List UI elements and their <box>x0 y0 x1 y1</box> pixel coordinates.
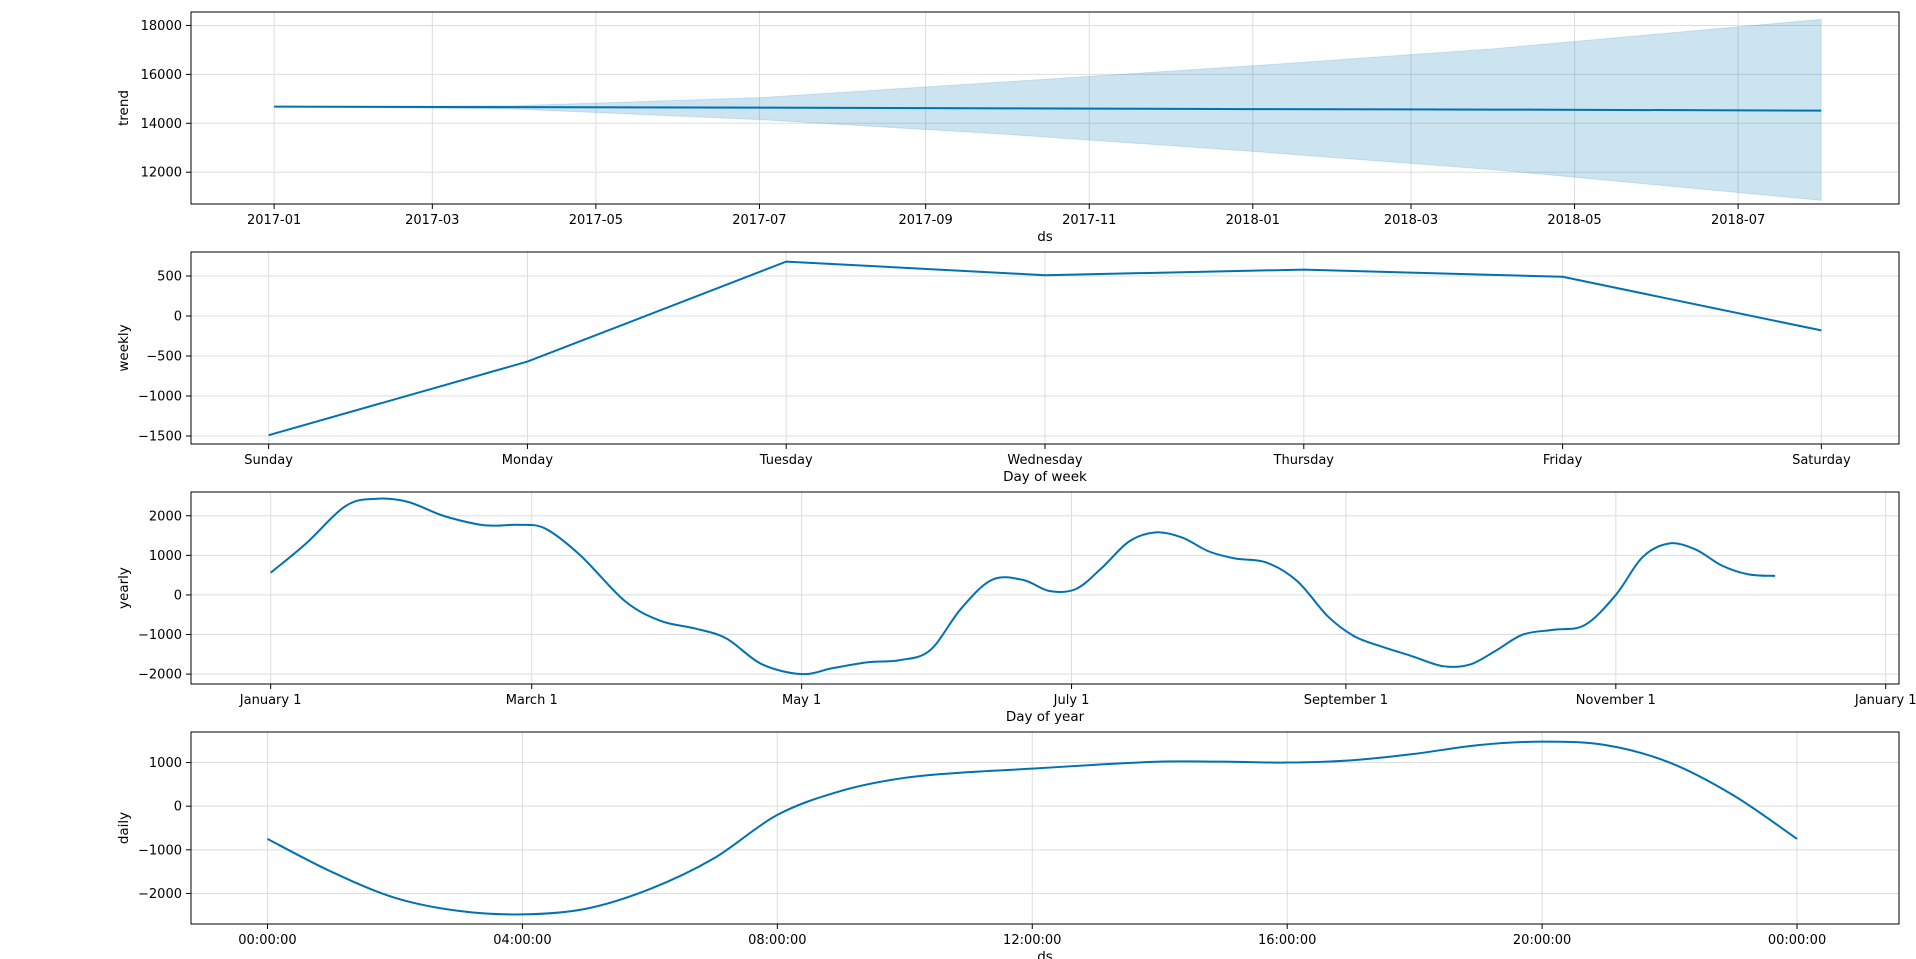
y-tick-label: 1000 <box>149 549 182 564</box>
x-tick-label: 20:00:00 <box>1513 933 1571 948</box>
y-axis-label: daily <box>116 812 132 844</box>
axes-frame <box>190 491 1900 685</box>
y-ticks: −2000 −1000 0 1000 2000 <box>138 509 191 683</box>
x-axis-label: ds <box>1037 949 1053 959</box>
x-tick-label: 2017-11 <box>1062 213 1116 228</box>
x-tick-label: January 1 <box>1854 693 1916 708</box>
gridlines <box>191 252 1899 444</box>
x-ticks: Sunday Monday Tuesday Wednesday Thursday Frid… <box>244 444 1851 468</box>
x-tick-label: 16:00:00 <box>1258 933 1316 948</box>
x-tick-label: Wednesday <box>1007 453 1083 468</box>
x-tick-label: 08:00:00 <box>748 933 806 948</box>
x-axis-label: ds <box>1037 229 1053 245</box>
x-tick-label: 2018-05 <box>1547 213 1601 228</box>
x-tick-label: 2018-03 <box>1384 213 1438 228</box>
series-line <box>268 260 1822 437</box>
series-line <box>270 497 1776 676</box>
y-tick-label: −500 <box>146 350 182 365</box>
x-tick-label: July 1 <box>1053 693 1090 708</box>
x-axis-label: Day of year <box>1006 709 1085 725</box>
y-tick-label: −1000 <box>138 843 182 858</box>
x-ticks: 2017-01 2017-03 2017-05 2017-07 2017-09 2017-… <box>247 204 1765 228</box>
gridlines <box>191 492 1899 684</box>
x-tick-label: 2017-01 <box>247 213 301 228</box>
y-tick-label: 14000 <box>141 117 182 132</box>
x-tick-label: 2018-07 <box>1711 213 1765 228</box>
y-tick-label: 0 <box>174 310 182 325</box>
axes-frame <box>190 731 1900 925</box>
x-tick-label: 2018-01 <box>1226 213 1280 228</box>
x-tick-label: Thursday <box>1273 453 1335 468</box>
x-tick-label: 04:00:00 <box>493 933 551 948</box>
y-tick-label: 12000 <box>141 166 182 181</box>
x-tick-label: Sunday <box>244 453 293 468</box>
x-tick-label: September 1 <box>1304 693 1388 708</box>
gridlines <box>191 12 1899 204</box>
x-tick-label: Monday <box>502 453 554 468</box>
y-tick-label: −1500 <box>138 430 182 445</box>
y-axis-label: yearly <box>116 567 132 609</box>
y-tick-label: 500 <box>157 270 182 285</box>
y-tick-label: 1000 <box>149 756 182 771</box>
y-ticks: −1500 −1000 −500 0 500 <box>138 270 191 445</box>
x-tick-label: January 1 <box>239 693 302 708</box>
x-tick-label: 00:00:00 <box>238 933 296 948</box>
panel-trend: 2017-01 2017-03 2017-05 2017-07 2017-09 2017-… <box>116 11 1900 245</box>
y-tick-label: 0 <box>174 588 182 603</box>
y-tick-label: −2000 <box>138 668 182 683</box>
x-tick-label: 2017-03 <box>405 213 459 228</box>
x-tick-label: May 1 <box>782 693 821 708</box>
x-tick-label: 2017-05 <box>569 213 623 228</box>
panel-yearly: January 1 March 1 May 1 July 1 September 1 No… <box>116 491 1916 725</box>
series-line <box>267 740 1798 916</box>
axes-frame <box>190 11 1900 205</box>
y-ticks: −2000 −1000 0 1000 <box>138 756 191 902</box>
panel-daily: 00:00:00 04:00:00 08:00:00 12:00:00 16:00:00… <box>116 731 1900 959</box>
x-ticks: 00:00:00 04:00:00 08:00:00 12:00:00 16:00:00… <box>238 924 1826 948</box>
x-tick-label: Friday <box>1543 453 1583 468</box>
y-axis-label: weekly <box>116 324 132 371</box>
x-axis-label: Day of week <box>1003 469 1087 485</box>
x-tick-label: Tuesday <box>759 453 813 468</box>
x-tick-label: 00:00:00 <box>1768 933 1826 948</box>
y-axis-label: trend <box>116 90 132 126</box>
y-tick-label: −1000 <box>138 628 182 643</box>
y-tick-label: 16000 <box>141 68 182 83</box>
x-ticks: January 1 March 1 May 1 July 1 September 1 No… <box>239 684 1916 708</box>
x-tick-label: Saturday <box>1792 453 1851 468</box>
x-tick-label: March 1 <box>506 693 558 708</box>
x-tick-label: November 1 <box>1576 693 1656 708</box>
x-tick-label: 12:00:00 <box>1003 933 1061 948</box>
y-tick-label: 0 <box>174 800 182 815</box>
x-tick-label: 2017-07 <box>732 213 786 228</box>
y-tick-label: −2000 <box>138 887 182 902</box>
panel-weekly: Sunday Monday Tuesday Wednesday Thursday Frid… <box>116 251 1900 485</box>
y-ticks: 12000 14000 16000 18000 <box>141 19 191 181</box>
y-tick-label: 18000 <box>141 19 182 34</box>
y-tick-label: −1000 <box>138 390 182 405</box>
series-line <box>274 105 1822 112</box>
y-tick-label: 2000 <box>149 509 182 524</box>
gridlines <box>191 732 1899 924</box>
x-tick-label: 2017-09 <box>899 213 953 228</box>
